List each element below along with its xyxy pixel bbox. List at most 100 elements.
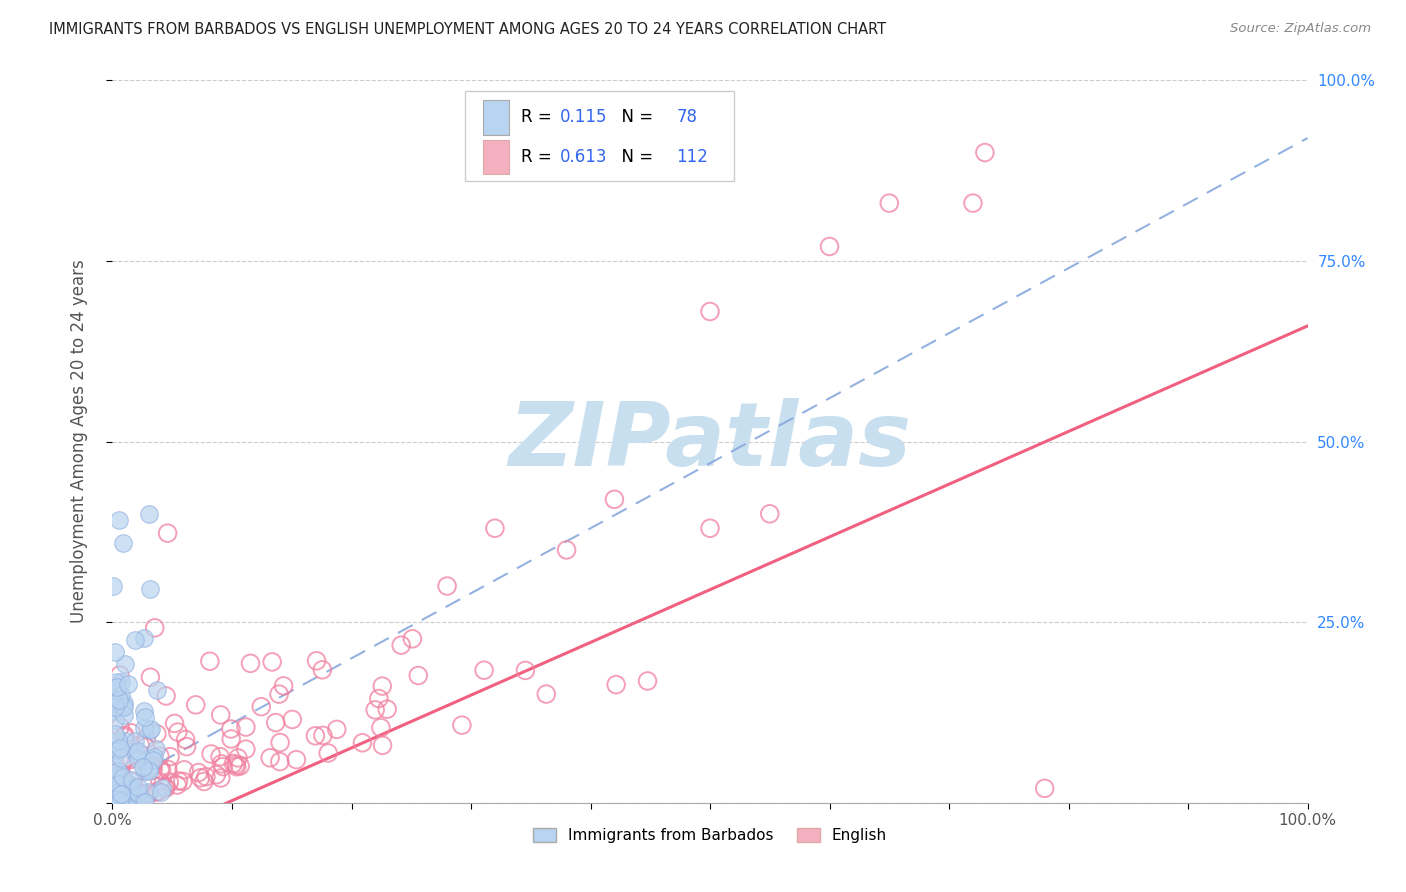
Point [166, 725, 188, 739]
Text: R =: R = [522, 108, 557, 126]
Text: IMMIGRANTS FROM BARBADOS VS ENGLISH UNEMPLOYMENT AMONG AGES 20 TO 24 YEARS CORRE: IMMIGRANTS FROM BARBADOS VS ENGLISH UNEM… [49, 22, 886, 37]
Point [115, 792, 138, 806]
Point [436, 579, 458, 593]
Point [190, 771, 212, 785]
Point [139, 759, 162, 773]
Point [136, 787, 159, 801]
Point [107, 764, 129, 778]
Point [389, 638, 412, 652]
Text: 0.115: 0.115 [560, 108, 607, 126]
Point [163, 716, 186, 731]
Point [155, 780, 177, 795]
Point [120, 726, 142, 740]
Point [326, 723, 349, 737]
Text: 78: 78 [676, 108, 697, 126]
Point [108, 777, 131, 791]
Point [122, 775, 145, 789]
Point [108, 668, 131, 682]
Point [125, 785, 148, 799]
Text: 0.613: 0.613 [560, 148, 607, 166]
Point [472, 663, 495, 677]
Point [262, 655, 284, 669]
Point [149, 749, 172, 764]
Point [107, 796, 129, 810]
Point [135, 773, 157, 788]
Point [132, 795, 155, 809]
Point [176, 739, 198, 754]
Point [118, 783, 141, 797]
Point [112, 698, 135, 713]
Point [484, 521, 506, 535]
Point [107, 785, 129, 799]
Point [146, 683, 169, 698]
Point [105, 790, 128, 805]
Point [699, 304, 721, 318]
Point [219, 731, 242, 746]
Point [312, 728, 335, 742]
Point [121, 752, 143, 766]
Point [112, 700, 135, 714]
Point [110, 688, 132, 702]
Point [225, 760, 247, 774]
Point [156, 526, 179, 541]
Point [198, 654, 221, 668]
Point [222, 756, 245, 771]
Point [451, 718, 474, 732]
Point [187, 765, 209, 780]
Point [269, 735, 291, 749]
Point [173, 763, 195, 777]
Point [146, 727, 169, 741]
Point [124, 747, 146, 761]
Point [166, 778, 188, 792]
Point [205, 768, 228, 782]
Point [142, 753, 165, 767]
Point [367, 691, 389, 706]
Point [235, 742, 257, 756]
Point [239, 657, 262, 671]
Point [139, 582, 162, 597]
Point [146, 784, 169, 798]
Point [879, 196, 901, 211]
Point [316, 746, 339, 760]
Point [104, 789, 127, 804]
Point [304, 729, 326, 743]
Point [108, 512, 131, 526]
Point [117, 791, 139, 805]
Point [110, 750, 132, 764]
Point [105, 674, 128, 689]
Point [699, 521, 721, 535]
Point [371, 679, 394, 693]
FancyBboxPatch shape [484, 100, 509, 135]
Point [103, 694, 125, 708]
Point [104, 792, 127, 806]
Point [104, 713, 127, 727]
Point [110, 794, 132, 808]
Point [603, 492, 626, 507]
Point [110, 675, 132, 690]
Point [155, 689, 177, 703]
Point [105, 680, 128, 694]
Point [107, 693, 129, 707]
Point [225, 757, 247, 772]
Point [759, 507, 782, 521]
Point [108, 793, 131, 807]
Point [134, 788, 156, 802]
Point [259, 751, 281, 765]
Point [118, 777, 141, 791]
Point [142, 749, 165, 764]
Point [156, 763, 179, 777]
Point [536, 687, 558, 701]
Point [108, 772, 131, 786]
Point [138, 507, 160, 521]
Point [401, 632, 423, 646]
Point [150, 763, 173, 777]
Text: 112: 112 [676, 148, 709, 166]
Point [105, 770, 128, 784]
Point [172, 774, 194, 789]
Point [226, 751, 249, 765]
Point [127, 764, 149, 779]
Point [122, 788, 145, 802]
Point [104, 794, 127, 808]
Point [110, 788, 132, 802]
Point [141, 723, 163, 737]
